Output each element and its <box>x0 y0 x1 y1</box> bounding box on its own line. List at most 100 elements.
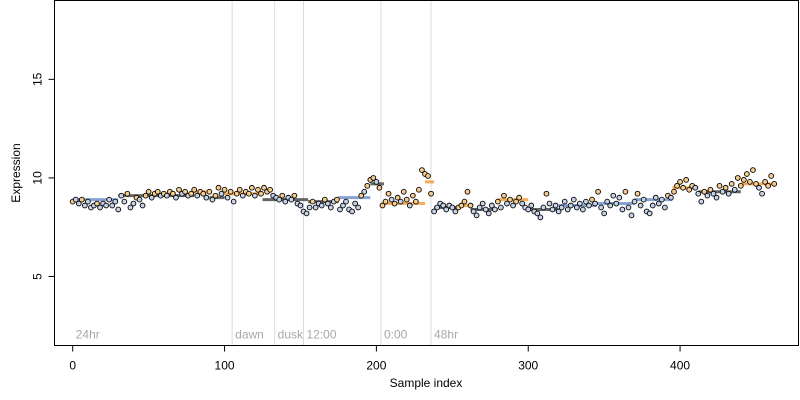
data-point <box>485 210 492 217</box>
data-point <box>182 188 188 195</box>
data-point <box>324 200 331 207</box>
data-point <box>255 186 261 193</box>
data-point <box>564 206 571 213</box>
data-point <box>252 192 258 199</box>
data-point <box>221 186 228 193</box>
data-point <box>540 204 547 211</box>
data-point <box>595 188 601 195</box>
data-point <box>142 192 149 199</box>
data-point <box>516 194 522 201</box>
data-point <box>470 208 477 215</box>
data-point <box>707 186 714 193</box>
data-point <box>698 198 705 205</box>
y-axis: 5 10 15 <box>31 72 55 280</box>
data-point <box>136 196 143 203</box>
data-point <box>631 198 638 205</box>
data-point <box>692 184 699 191</box>
y-tick-label: 5 <box>31 273 45 280</box>
data-point <box>97 204 103 211</box>
data-point <box>306 204 313 211</box>
data-point <box>543 190 550 197</box>
data-point <box>558 204 565 211</box>
data-point <box>467 202 474 209</box>
data-point <box>495 198 501 205</box>
data-point <box>740 177 747 183</box>
data-point <box>224 194 231 201</box>
data-point <box>507 196 513 203</box>
data-point <box>200 190 207 197</box>
data-point <box>440 202 447 209</box>
data-point <box>334 196 340 203</box>
data-point <box>771 180 778 187</box>
data-point <box>722 184 729 191</box>
data-point <box>364 182 371 189</box>
data-point <box>613 200 620 207</box>
data-point <box>519 200 526 207</box>
data-point <box>750 167 756 173</box>
data-point <box>604 198 611 205</box>
data-point <box>737 182 744 189</box>
data-point <box>725 190 732 197</box>
x-tick-label: 300 <box>518 359 538 373</box>
marker-label: 24hr <box>76 328 100 342</box>
data-point <box>628 212 635 219</box>
marker-label: 12:00 <box>307 328 337 342</box>
data-point <box>227 188 234 195</box>
data-point <box>291 192 298 199</box>
data-point <box>394 194 401 201</box>
data-point <box>124 190 131 197</box>
data-point <box>686 186 693 193</box>
data-point <box>188 190 195 197</box>
data-point <box>710 190 717 197</box>
data-point <box>728 180 735 187</box>
data-point <box>616 194 623 201</box>
data-point <box>388 196 395 203</box>
x-tick-label: 100 <box>215 359 235 373</box>
data-point <box>607 202 614 209</box>
data-point <box>652 194 659 201</box>
data-point <box>625 204 632 211</box>
data-point <box>194 192 201 199</box>
data-point <box>355 204 362 211</box>
data-point <box>473 212 480 219</box>
marker-label: dusk <box>278 328 304 342</box>
data-point <box>734 175 741 181</box>
data-point <box>261 184 267 191</box>
data-point <box>668 194 674 201</box>
x-axis: 0 100 200 300 400 <box>69 345 690 373</box>
data-point <box>288 196 295 203</box>
data-point <box>176 186 182 193</box>
data-point <box>634 190 641 197</box>
data-point <box>173 194 179 201</box>
data-point <box>680 184 686 191</box>
data-point <box>276 196 283 203</box>
data-point <box>239 192 246 199</box>
marker-labels: 24hr dawn dusk 12:00 0:00 48hr <box>76 328 458 342</box>
data-point <box>552 202 559 209</box>
data-point <box>443 206 450 213</box>
data-point <box>206 188 213 195</box>
data-point <box>534 210 541 217</box>
data-point <box>498 204 504 211</box>
data-point <box>297 202 304 209</box>
data-point <box>461 198 468 205</box>
data-point <box>112 198 119 205</box>
data-point <box>215 184 222 191</box>
data-point <box>358 192 365 199</box>
y-tick-label: 15 <box>31 72 45 86</box>
data-point <box>103 202 109 209</box>
data-point <box>343 198 349 205</box>
data-point <box>397 198 404 205</box>
data-point <box>118 192 125 199</box>
data-point <box>577 200 583 207</box>
data-point <box>309 198 316 205</box>
data-point <box>504 200 510 207</box>
data-point <box>428 190 434 197</box>
data-point <box>382 198 389 205</box>
data-point <box>610 192 617 199</box>
data-point <box>191 186 198 193</box>
data-point <box>321 196 328 203</box>
data-point <box>212 192 219 199</box>
data-point <box>164 192 170 199</box>
